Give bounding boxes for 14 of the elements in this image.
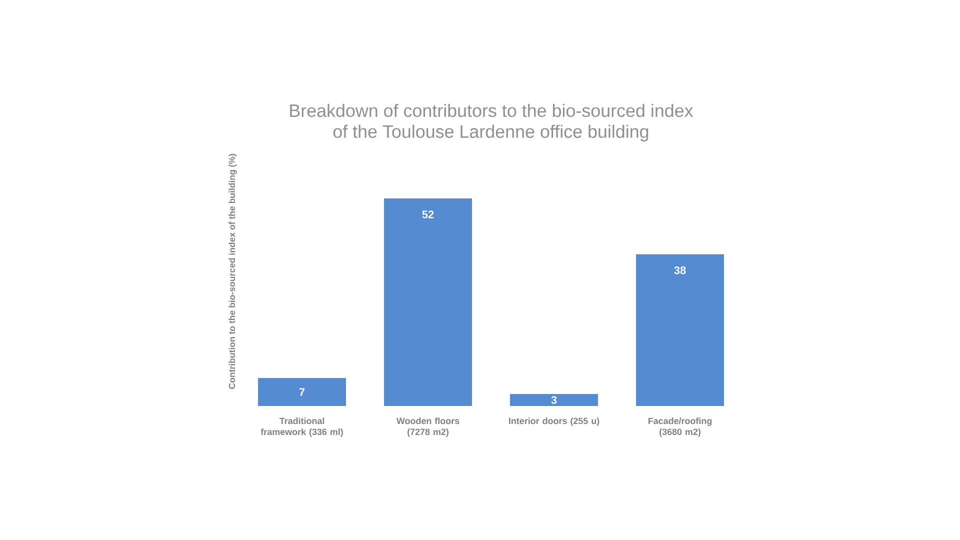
bar bbox=[384, 198, 472, 406]
bar bbox=[510, 394, 598, 406]
data-label: 7 bbox=[299, 388, 305, 396]
data-label: 38 bbox=[674, 266, 686, 274]
x-tick-label: Traditional framework (336 ml) bbox=[260, 418, 343, 437]
data-label: 52 bbox=[422, 210, 434, 218]
chart-title: Breakdown of contributors to the bio-sourced index of the Toulouse Lardenne office building bbox=[290, 104, 694, 142]
bar bbox=[258, 378, 346, 406]
data-label: 3 bbox=[551, 396, 557, 404]
x-tick-label: Interior doors (255 u) bbox=[509, 418, 600, 426]
x-tick-label: Facade/roofing (3680 m2) bbox=[648, 418, 712, 437]
x-tick-label: Wooden floors (7278 m2) bbox=[396, 418, 460, 437]
bar bbox=[636, 254, 724, 406]
y-axis-title: Contribution to the bio-sourced index of the building (%) bbox=[228, 154, 237, 389]
